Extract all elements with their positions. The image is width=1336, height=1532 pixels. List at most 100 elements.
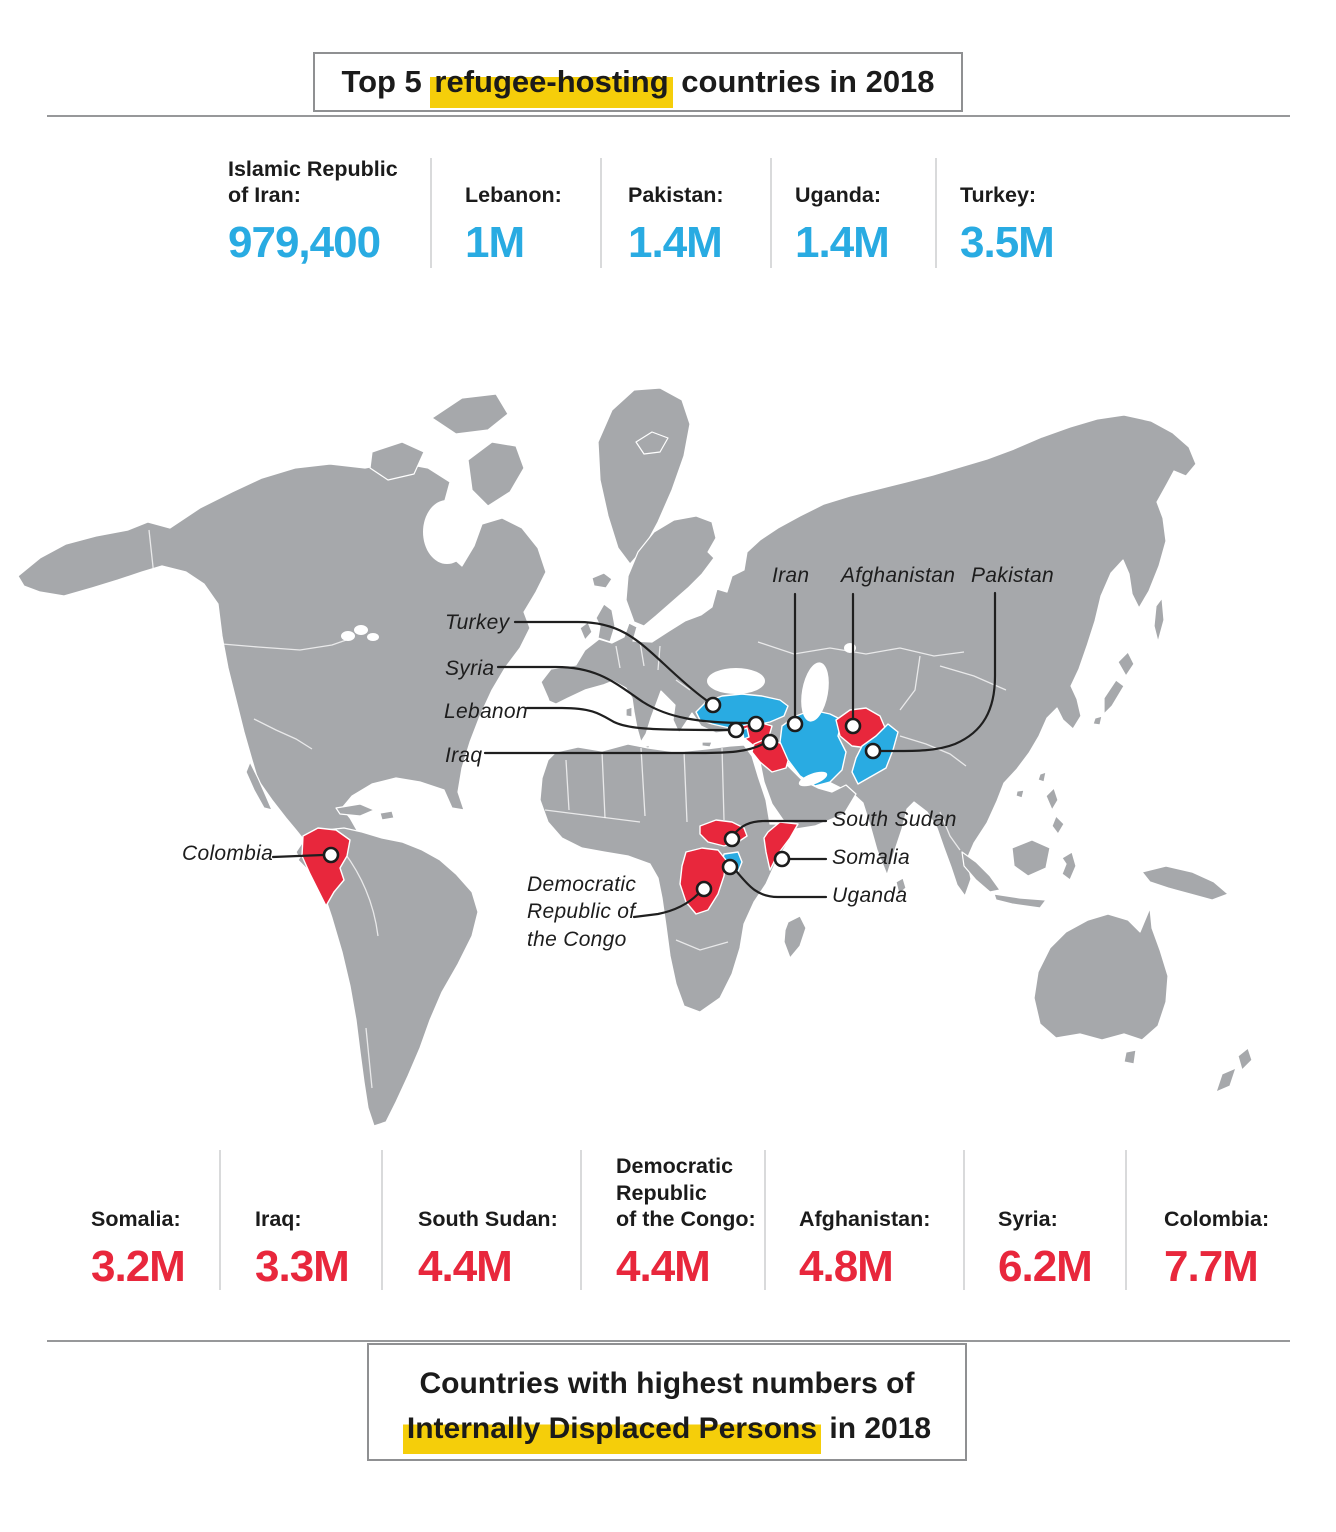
great-lake-2 [354,625,368,635]
island-sulawesi [1061,851,1077,881]
marker-iraq [761,733,779,751]
stat-country-label-line: Democratic [616,1154,734,1179]
column-divider [1125,1150,1127,1290]
map-label-line: South Sudan [832,808,957,831]
island-cuba [335,803,375,817]
map-label-line: Republic of [527,900,636,924]
bottom-title-line1: Countries with highest numbers of [419,1367,915,1400]
column-divider [770,158,772,268]
stat-column: Democratic Republic of the Congo: 4.4M [616,1150,762,1292]
island-hokkaido [1117,651,1135,677]
stat-country-label-line: Pakistan: [628,182,724,207]
island-nz-south [1215,1067,1237,1093]
stat-country-label-line: Turkey: [960,182,1037,207]
island-sardinia [625,706,633,718]
continent-africa [539,743,797,1013]
bottom-title: Countries with highest numbers of Intern… [367,1343,967,1461]
stat-country-label-line: Iraq: [255,1206,302,1231]
leader-line-lebanon [525,706,731,732]
stat-country-label: Afghanistan: [799,1150,955,1232]
island-svalbard [635,431,669,455]
continent-australia [1033,907,1169,1041]
stat-value: 7.7M [1164,1242,1259,1291]
stat-column: Iraq: 3.3M [255,1150,377,1292]
map-label-turkey: Turkey [445,609,509,636]
bottom-title-highlight: Internally Displaced Persons [402,1412,822,1454]
stat-column: Colombia: 7.7M [1164,1150,1286,1292]
aral-sea [844,643,856,653]
map-label-line: Lebanon [444,700,528,723]
stat-country-label: Islamic Republic of Iran: [228,154,428,208]
marker-iran [786,715,804,733]
island-baffin [467,441,525,507]
map-label-uganda: Uganda [832,882,907,909]
stat-column: South Sudan: 4.4M [418,1150,574,1292]
arabian-peninsula [759,755,857,831]
top-title-highlight: refugee-hosting [430,64,673,108]
map-label-line: Colombia [182,842,274,865]
black-sea [707,668,765,694]
island-hainan [1015,789,1025,799]
island-kyushu [1092,715,1103,726]
stat-country-label: Syria: [998,1150,1120,1232]
map-label-somalia: Somalia [832,844,910,871]
leader-line-syria [496,665,750,725]
stat-value: 1.4M [628,218,723,267]
stat-country-label: Iraq: [255,1150,377,1232]
map-label-afghanistan: Afghanistan [841,562,955,589]
column-divider [430,158,432,268]
stat-country-label-line: Islamic Republic [228,156,398,181]
column-divider [600,158,602,268]
marker-uganda [721,858,739,876]
stat-value: 1M [465,218,525,267]
stat-country-label: Pakistan: [628,154,766,208]
map-label-line: Syria [445,657,495,680]
world-map [0,380,1336,1140]
column-divider [580,1150,582,1290]
map-label-lebanon: Lebanon [444,698,528,725]
leader-line-uganda [735,870,828,899]
stat-country-label: Somalia: [91,1150,213,1232]
island-sumatra [961,851,1001,893]
country-borders [148,529,1007,1089]
top-title-suffix: countries in 2018 [672,64,935,99]
stat-country-label: Lebanon: [465,154,597,208]
stat-country-label-line: Republic [616,1180,707,1205]
island-ireland [579,621,593,641]
stat-country-label-line: of the Congo: [616,1206,756,1231]
column-divider [381,1150,383,1290]
map-label-iran: Iran [772,562,809,589]
stat-column: Syria: 6.2M [998,1150,1120,1292]
baltic-sea [656,609,680,631]
map-label-line: Somalia [832,846,910,869]
leader-lines [271,591,997,919]
stat-value: 4.4M [616,1242,711,1291]
column-divider [935,158,937,268]
scandinavia [625,515,717,627]
top-title: Top 5 refugee-hosting countries in 2018 [313,52,963,112]
stat-country-label: Democratic Republic of the Congo: [616,1150,762,1232]
island-iceland [591,572,613,589]
stat-column: Afghanistan: 4.8M [799,1150,955,1292]
island-philippines-1 [1045,787,1059,811]
stat-country-label-line: Syria: [998,1206,1058,1231]
map-label-line: Pakistan [971,564,1054,587]
map-label-line: Iraq [445,744,483,767]
marker-drc [695,880,713,898]
map-label-south-sudan: South Sudan [832,806,957,833]
stat-column: Lebanon: 1M [465,154,597,268]
stat-column: Pakistan: 1.4M [628,154,766,268]
marker-lebanon [727,721,745,739]
marker-south-sudan [723,830,741,848]
continent-north-america [17,461,547,861]
stat-country-label: Turkey: [960,154,1090,208]
separator-line-bottom [47,1340,1290,1342]
marker-colombia [322,846,340,864]
bottom-title-suffix: in 2018 [821,1412,932,1445]
island-sakhalin [1153,597,1165,643]
marker-turkey [704,696,722,714]
stat-country-label: South Sudan: [418,1150,574,1232]
map-label-line: Iran [772,564,810,587]
map-label-line: Turkey [445,611,510,634]
